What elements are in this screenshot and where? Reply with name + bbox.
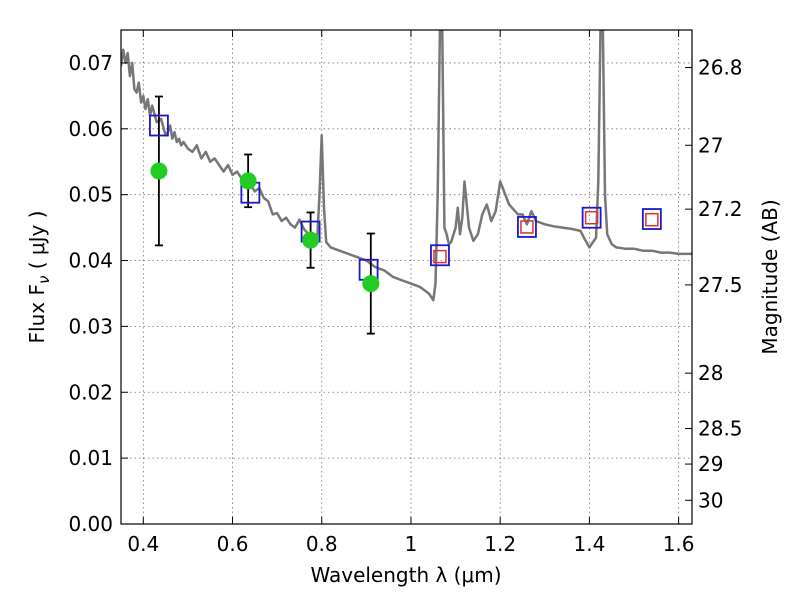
- y2-tick-label: 28: [698, 361, 723, 385]
- observed-flux-point: [239, 172, 257, 190]
- y-axis-title-main: Flux F: [25, 284, 49, 343]
- synthetic-flux-square-blue: [149, 114, 169, 137]
- x-tick-label: 1: [405, 532, 418, 556]
- x-tick-label: 0.8: [306, 532, 338, 556]
- y2-tick-labels: 26.8 27 27.2 27.5 28 28.5 29 30: [698, 56, 743, 513]
- y-tick-label: 0.07: [68, 51, 113, 75]
- y2-tick-label: 27.5: [698, 273, 743, 297]
- y2-axis-title: Magnitude (AB): [758, 199, 782, 354]
- synthetic-flux-square-blue: [517, 216, 537, 238]
- y-axis-title-sub: ν: [35, 276, 53, 284]
- x-tick-label: 0.6: [217, 532, 249, 556]
- y2-tick-label: 29: [698, 452, 723, 476]
- y-tick-label: 0.02: [68, 380, 113, 404]
- synthetic-flux-square-red: [584, 210, 599, 225]
- y-tick-label: 0.04: [68, 249, 113, 273]
- synthetic-flux-square-blue: [581, 206, 602, 229]
- y-tick-labels: 0.00 0.01 0.02 0.03 0.04 0.05 0.06 0.07: [68, 51, 113, 536]
- y-tick-label: 0.06: [68, 117, 113, 141]
- plot-area: [121, 30, 692, 335]
- y2-tick-label: 28.5: [698, 416, 743, 440]
- svg-text:Flux Fν ( μJy ): Flux Fν ( μJy ): [25, 211, 53, 344]
- y-tick-label: 0.03: [68, 314, 113, 338]
- axis-ticks: [121, 30, 692, 525]
- observed-flux-point: [150, 162, 168, 180]
- synthetic-flux-square-red: [520, 220, 534, 234]
- y-tick-label: 0.01: [68, 446, 113, 470]
- error-bars: [154, 95, 375, 335]
- synthetic-flux-square-red: [433, 249, 447, 264]
- y-tick-label: 0.00: [68, 512, 113, 536]
- synthetic-flux-square-red: [645, 212, 659, 227]
- x-tick-labels: 0.4 0.6 0.8 1 1.2 1.4 1.6: [127, 532, 694, 556]
- grid-lines: [121, 30, 692, 525]
- y2-tick-label: 27.2: [698, 197, 743, 221]
- y-tick-label: 0.05: [68, 183, 113, 207]
- y-axis-title-unit: ( μJy ): [25, 211, 49, 276]
- x-tick-label: 0.4: [127, 532, 159, 556]
- plot-frame: [120, 29, 693, 525]
- y2-tick-label: 30: [698, 488, 723, 512]
- y2-tick-label: 26.8: [698, 56, 743, 80]
- x-axis-title: Wavelength λ (μm): [310, 563, 501, 587]
- synthetic-flux-square-blue: [430, 244, 450, 267]
- model-spectrum-line: [121, 30, 692, 302]
- x-tick-label: 1.4: [573, 532, 605, 556]
- y-axis-title: Flux Fν ( μJy ): [25, 211, 53, 344]
- x-tick-label: 1.2: [484, 532, 516, 556]
- photometry-squares: [149, 114, 662, 281]
- observed-flux-point: [362, 275, 380, 293]
- observed-flux-point: [302, 231, 320, 249]
- observed-points: [150, 162, 380, 293]
- y2-tick-label: 27: [698, 133, 723, 157]
- x-tick-label: 1.6: [663, 532, 695, 556]
- synthetic-flux-square-blue: [641, 208, 662, 230]
